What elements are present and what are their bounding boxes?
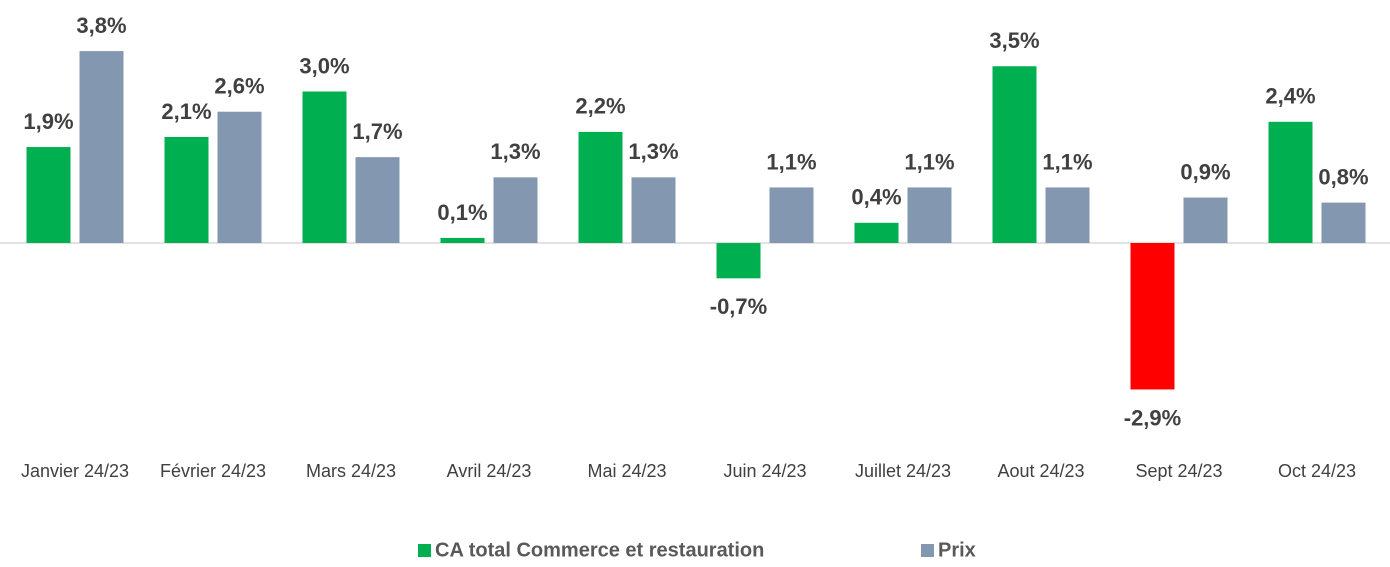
- legend-label: Prix: [938, 539, 976, 561]
- value-label: 2,6%: [214, 74, 264, 99]
- x-tick-label: Février 24/23: [160, 461, 266, 481]
- value-label: 1,7%: [352, 119, 402, 144]
- bar: [493, 177, 538, 243]
- x-tick-label: Juillet 24/23: [855, 461, 951, 481]
- bar: [854, 222, 899, 243]
- value-label: 0,4%: [851, 185, 901, 210]
- bar: [907, 187, 952, 243]
- x-tick-label: Mars 24/23: [306, 461, 396, 481]
- value-label: 2,4%: [1265, 84, 1315, 109]
- x-tick-label: Oct 24/23: [1278, 461, 1356, 481]
- bar: [1130, 243, 1175, 390]
- bar: [716, 243, 761, 279]
- legend-swatch: [418, 544, 431, 557]
- x-tick-label: Mai 24/23: [587, 461, 666, 481]
- bar: [164, 136, 209, 243]
- value-label: 3,8%: [76, 13, 126, 38]
- bar: [578, 131, 623, 243]
- value-label: 1,1%: [766, 149, 816, 174]
- bar: [1321, 202, 1366, 243]
- value-label: 2,2%: [575, 94, 625, 119]
- value-label: 2,1%: [161, 99, 211, 124]
- value-label: 1,1%: [904, 149, 954, 174]
- bar: [992, 66, 1037, 243]
- bar: [79, 51, 124, 243]
- value-label: -2,9%: [1124, 405, 1181, 430]
- bar: [769, 187, 814, 243]
- value-label: 1,1%: [1042, 149, 1092, 174]
- value-label: 0,1%: [437, 200, 487, 225]
- bar: [440, 237, 485, 243]
- bar: [1183, 197, 1228, 243]
- value-label: 1,3%: [490, 139, 540, 164]
- value-label: -0,7%: [710, 294, 767, 319]
- x-tick-label: Janvier 24/23: [21, 461, 129, 481]
- value-label: 1,9%: [23, 109, 73, 134]
- bar: [355, 157, 400, 243]
- value-label: 3,5%: [989, 28, 1039, 53]
- bar: [26, 147, 71, 243]
- value-label: 3,0%: [299, 53, 349, 78]
- bar: [1268, 121, 1313, 243]
- x-tick-label: Aout 24/23: [997, 461, 1084, 481]
- value-label: 1,3%: [628, 139, 678, 164]
- bar: [631, 177, 676, 243]
- x-tick-label: Avril 24/23: [447, 461, 532, 481]
- bar: [1045, 187, 1090, 243]
- value-label: 0,9%: [1180, 159, 1230, 184]
- bar: [302, 91, 347, 243]
- legend-label: CA total Commerce et restauration: [435, 539, 764, 561]
- bar: [217, 111, 262, 243]
- x-tick-label: Sept 24/23: [1135, 461, 1222, 481]
- legend-swatch: [921, 544, 934, 557]
- x-tick-label: Juin 24/23: [723, 461, 806, 481]
- value-label: 0,8%: [1318, 164, 1368, 189]
